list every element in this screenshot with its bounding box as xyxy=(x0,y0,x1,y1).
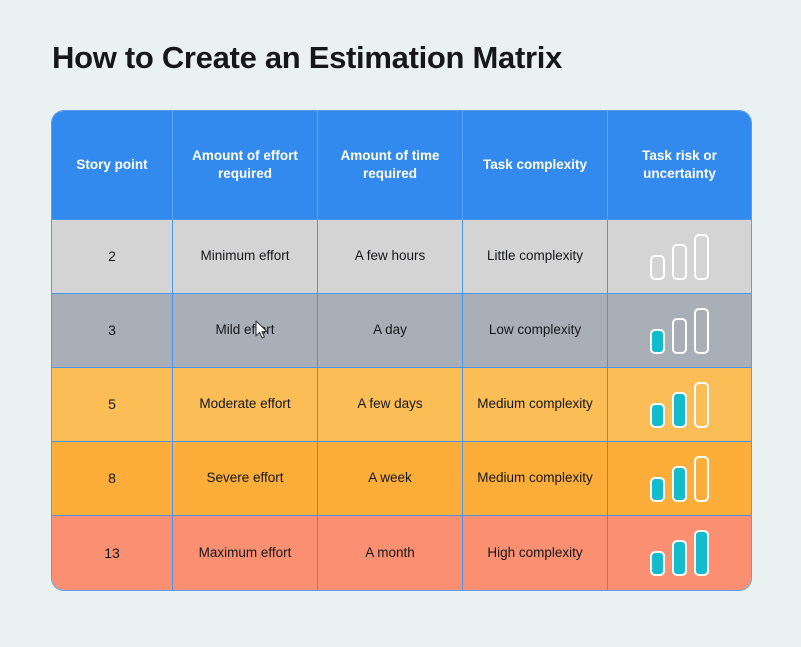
risk-bar-3 xyxy=(694,455,709,502)
risk-bar-chart-icon xyxy=(650,530,709,576)
cell-story-point: 2 xyxy=(52,220,173,294)
cell-effort: Severe effort xyxy=(173,442,318,516)
column-header-story-point: Story point xyxy=(52,111,173,220)
cell-risk xyxy=(608,220,751,294)
cell-story-point: 8 xyxy=(52,442,173,516)
column-header-task-complexity: Task complexity xyxy=(463,111,608,220)
estimation-matrix-table: Story point Amount of effort required Am… xyxy=(52,111,751,590)
risk-bar-2 xyxy=(672,391,687,428)
risk-bar-3 xyxy=(694,233,709,280)
risk-bar-2 xyxy=(672,317,687,354)
table-row: 2 Minimum effort A few hours Little comp… xyxy=(52,220,751,294)
cell-time: A day xyxy=(318,294,463,368)
risk-bar-1 xyxy=(650,551,665,576)
table-row: 8 Severe effort A week Medium complexity xyxy=(52,442,751,516)
cell-story-point: 13 xyxy=(52,516,173,590)
risk-bar-2 xyxy=(672,540,687,576)
page-title: How to Create an Estimation Matrix xyxy=(52,40,563,75)
risk-bar-chart-icon xyxy=(650,233,709,280)
cell-risk xyxy=(608,294,751,368)
risk-bar-2 xyxy=(672,243,687,280)
cell-risk xyxy=(608,516,751,590)
risk-bar-1 xyxy=(650,328,665,354)
cell-effort: Mild effort xyxy=(173,294,318,368)
cell-story-point: 5 xyxy=(52,368,173,442)
table-row: 3 Mild effort A day Low complexity xyxy=(52,294,751,368)
risk-bar-3 xyxy=(694,307,709,354)
cell-time: A month xyxy=(318,516,463,590)
risk-bar-3 xyxy=(694,381,709,428)
cell-effort: Moderate effort xyxy=(173,368,318,442)
risk-bar-1 xyxy=(650,476,665,502)
table-row: 13 Maximum effort A month High complexit… xyxy=(52,516,751,590)
risk-bar-chart-icon xyxy=(650,307,709,354)
cell-effort: Minimum effort xyxy=(173,220,318,294)
column-header-time: Amount of time required xyxy=(318,111,463,220)
cell-complexity: Medium complexity xyxy=(463,368,608,442)
table-row: 5 Moderate effort A few days Medium comp… xyxy=(52,368,751,442)
cell-time: A few hours xyxy=(318,220,463,294)
risk-bar-chart-icon xyxy=(650,381,709,428)
risk-bar-2 xyxy=(672,465,687,502)
risk-bar-1 xyxy=(650,402,665,428)
column-header-effort: Amount of effort required xyxy=(173,111,318,220)
cell-time: A week xyxy=(318,442,463,516)
cell-risk xyxy=(608,442,751,516)
cell-effort: Maximum effort xyxy=(173,516,318,590)
cell-complexity: Medium complexity xyxy=(463,442,608,516)
table-header-row: Story point Amount of effort required Am… xyxy=(52,111,751,220)
column-header-task-risk: Task risk or uncertainty xyxy=(608,111,751,220)
cell-complexity: High complexity xyxy=(463,516,608,590)
risk-bar-chart-icon xyxy=(650,455,709,502)
cell-story-point: 3 xyxy=(52,294,173,368)
cell-complexity: Low complexity xyxy=(463,294,608,368)
cell-time: A few days xyxy=(318,368,463,442)
cell-complexity: Little complexity xyxy=(463,220,608,294)
risk-bar-3 xyxy=(694,530,709,576)
cell-risk xyxy=(608,368,751,442)
risk-bar-1 xyxy=(650,254,665,280)
